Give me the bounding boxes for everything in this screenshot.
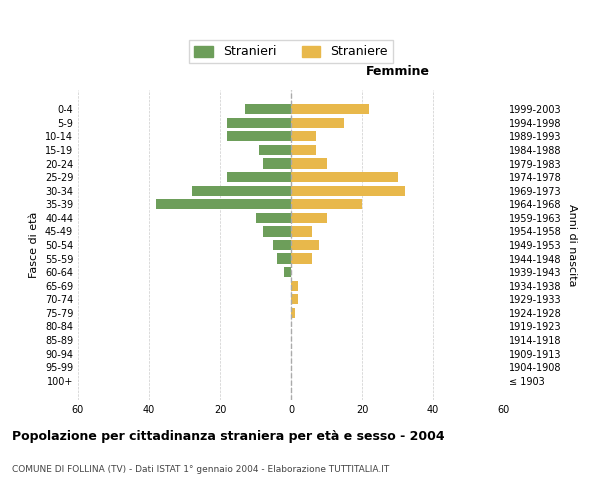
Legend: Stranieri, Straniere: Stranieri, Straniere [189, 40, 393, 64]
Bar [291, 280, 298, 291]
Bar [284, 267, 291, 278]
Bar [291, 254, 313, 264]
Bar [273, 240, 291, 250]
Bar [263, 158, 291, 168]
Text: Femmine: Femmine [365, 64, 430, 78]
Text: COMUNE DI FOLLINA (TV) - Dati ISTAT 1° gennaio 2004 - Elaborazione TUTTITALIA.IT: COMUNE DI FOLLINA (TV) - Dati ISTAT 1° g… [12, 465, 389, 474]
Bar [291, 145, 316, 155]
Bar [156, 199, 291, 209]
Bar [291, 118, 344, 128]
Bar [291, 308, 295, 318]
Bar [291, 199, 362, 209]
Bar [291, 172, 398, 182]
Bar [227, 132, 291, 141]
Bar [245, 104, 291, 115]
Bar [259, 145, 291, 155]
Bar [277, 254, 291, 264]
Bar [291, 186, 404, 196]
Bar [291, 226, 313, 236]
Bar [227, 118, 291, 128]
Bar [227, 172, 291, 182]
Bar [263, 226, 291, 236]
Y-axis label: Fasce di età: Fasce di età [29, 212, 39, 278]
Bar [256, 212, 291, 223]
Y-axis label: Anni di nascita: Anni di nascita [567, 204, 577, 286]
Text: Popolazione per cittadinanza straniera per età e sesso - 2004: Popolazione per cittadinanza straniera p… [12, 430, 445, 443]
Bar [291, 132, 316, 141]
Bar [291, 104, 369, 115]
Bar [191, 186, 291, 196]
Bar [291, 158, 326, 168]
Bar [291, 212, 326, 223]
Bar [291, 294, 298, 304]
Bar [291, 240, 319, 250]
